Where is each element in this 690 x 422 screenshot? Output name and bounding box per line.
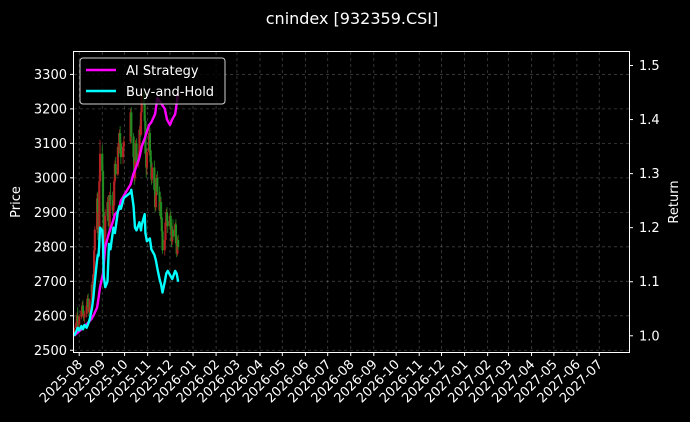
candle-body <box>101 153 104 171</box>
candle-body <box>119 133 122 144</box>
candlestick-series <box>72 83 180 337</box>
candle-body <box>160 217 163 232</box>
candle-body <box>153 167 156 190</box>
y-tick-label: 3200 <box>34 102 67 117</box>
candle-body <box>149 150 152 163</box>
candle-body <box>107 202 110 221</box>
candle-body <box>163 239 166 251</box>
candle-body <box>104 215 107 237</box>
y-tick-label: 2500 <box>34 344 67 359</box>
candle-body <box>85 305 88 315</box>
candle-body <box>87 298 90 308</box>
candle-body <box>114 164 117 175</box>
candle-body <box>80 310 83 317</box>
candle-body <box>151 167 154 180</box>
candle-body <box>116 146 119 175</box>
candle-body <box>92 250 96 275</box>
y-axis-label: Price <box>9 186 24 218</box>
candle-body <box>154 195 157 208</box>
return-lines <box>72 92 180 337</box>
y2-axis-label: Return <box>667 180 682 223</box>
y2-tick-label: 1.4 <box>639 113 660 128</box>
candle-body <box>139 112 143 135</box>
candle-body <box>138 129 141 154</box>
y2-tick-label: 1.5 <box>639 59 660 74</box>
plot-area-frame <box>73 51 630 353</box>
candle-body <box>102 212 105 244</box>
candle-body <box>166 220 169 227</box>
candle-body <box>158 191 161 211</box>
legend-label-buy-and-hold: Buy-and-Hold <box>126 85 214 100</box>
candle-body <box>174 224 178 244</box>
candle-body <box>156 177 159 192</box>
right-y-axis: 1.0 1.1 1.2 1.3 1.4 1.5 <box>629 59 660 344</box>
candle-body <box>122 146 125 158</box>
y-tick-label: 3100 <box>34 137 67 152</box>
y2-tick-label: 1.2 <box>639 221 660 236</box>
candle-body <box>145 152 149 168</box>
y-tick-label: 2700 <box>34 275 67 290</box>
y-tick-label: 2600 <box>34 309 67 324</box>
candle-body <box>119 143 122 158</box>
candle-body <box>113 181 116 206</box>
candle-body <box>95 198 99 230</box>
candle-body <box>112 205 115 211</box>
candle-body <box>88 300 91 313</box>
legend-label-ai-strategy: AI Strategy <box>126 64 199 79</box>
x-axis: 2025-082025-092025-102025-112025-122026-… <box>37 352 606 406</box>
legend: AI Strategy Buy-and-Hold <box>79 57 226 105</box>
candle-body <box>177 239 180 247</box>
candle-body <box>108 195 111 227</box>
y2-tick-label: 1.3 <box>639 167 660 182</box>
chart-title: cnindex [932359.CSI] <box>266 9 439 28</box>
candle-body <box>92 274 95 292</box>
y-tick-label: 3300 <box>34 68 67 83</box>
ai-strategy-line <box>73 92 180 337</box>
y2-tick-label: 1.0 <box>639 329 660 344</box>
candle-body <box>159 202 163 218</box>
y-tick-label: 2900 <box>34 206 67 221</box>
candle-body <box>78 316 81 325</box>
candle-body <box>93 229 96 251</box>
candle-body <box>164 222 167 240</box>
candle-body <box>90 284 93 301</box>
candle-body <box>98 153 102 182</box>
buy-and-hold-line <box>72 188 180 337</box>
legend-box <box>79 57 226 105</box>
candle-body <box>122 141 125 147</box>
candle-body <box>143 103 146 121</box>
candle-body <box>148 133 151 151</box>
candle-body <box>132 136 135 158</box>
candle-body <box>96 198 99 213</box>
candle-body <box>83 314 86 318</box>
candle-body <box>165 212 169 221</box>
candle-body <box>130 112 133 137</box>
y2-tick-label: 1.1 <box>639 275 660 290</box>
left-y-axis: 2500 2600 2700 2800 2900 3000 3100 3200 3300 <box>34 68 74 359</box>
candle-body <box>135 143 138 163</box>
candle-body <box>161 231 164 251</box>
candle-body <box>103 236 106 244</box>
candle-body <box>109 195 112 201</box>
candle-body <box>169 215 172 230</box>
candle-body <box>101 170 105 213</box>
y-tick-label: 3000 <box>34 171 67 186</box>
y-tick-label: 2800 <box>34 240 67 255</box>
candle-body <box>75 322 78 328</box>
candle-body <box>76 315 79 321</box>
candle-body <box>98 181 101 240</box>
candle-body <box>81 305 85 313</box>
candle-body <box>171 229 175 237</box>
